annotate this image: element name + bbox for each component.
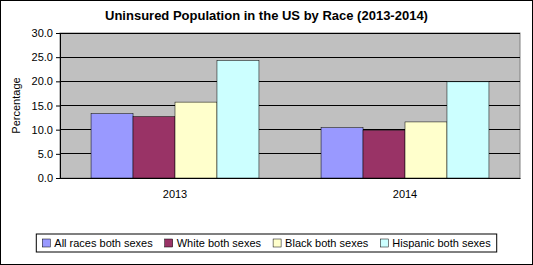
legend-label: White both sexes — [177, 237, 262, 249]
legend-frame — [36, 234, 496, 252]
plot-area — [60, 33, 520, 178]
title: Uninsured Population in the US by Race (… — [105, 8, 428, 23]
legend-swatch — [380, 239, 388, 247]
tick-label: 0.0 — [38, 172, 53, 184]
bar — [175, 102, 217, 178]
tick: 30.0 — [32, 27, 60, 39]
bar — [217, 61, 259, 178]
tick: 5.0 — [38, 148, 60, 160]
legend-label: Hispanic both sexes — [392, 237, 491, 249]
grid-line — [60, 33, 520, 34]
tick-label: 20.0 — [32, 75, 53, 87]
legend-item: Black both sexes — [273, 237, 369, 249]
tick-mark — [56, 130, 60, 131]
tick-mark — [56, 57, 60, 58]
bar — [363, 130, 405, 178]
tick: 0.0 — [38, 172, 60, 184]
tick: 15.0 — [32, 100, 60, 112]
axis-line — [61, 178, 521, 179]
x-axis: 2013 2014 — [61, 178, 521, 200]
tick: 20.0 — [32, 75, 60, 87]
tick-label: 5.0 — [38, 148, 53, 160]
legend-item: All races both sexes — [42, 237, 153, 249]
chart: Uninsured Population in the US by Race (… — [0, 0, 533, 265]
y-axis: 0.0 5.0 10.0 15.0 20.0 25.0 30.0 — [32, 27, 61, 184]
tick-mark — [56, 154, 60, 155]
legend-swatch — [165, 239, 173, 247]
tick: 25.0 — [32, 51, 60, 63]
tick-mark — [56, 178, 60, 179]
tick-label: 30.0 — [32, 27, 53, 39]
grid-line — [60, 57, 520, 58]
tick-label: 2014 — [393, 188, 417, 200]
tick-mark — [56, 81, 60, 82]
bar — [91, 114, 133, 178]
bar — [405, 122, 447, 178]
bar — [447, 82, 489, 178]
legend-swatch — [273, 239, 281, 247]
grid — [60, 33, 520, 178]
tick-mark — [56, 106, 60, 107]
legend-item: White both sexes — [165, 237, 262, 249]
legend-swatch — [42, 239, 50, 247]
chart-frame — [1, 1, 533, 265]
bars — [91, 61, 489, 178]
tick: 2013 — [163, 178, 187, 200]
tick: 2014 — [393, 178, 417, 200]
axis-line — [60, 34, 61, 179]
tick-label: 15.0 — [32, 100, 53, 112]
tick-mark — [56, 33, 60, 34]
bar — [321, 128, 363, 178]
legend: All races both sexes White both sexes Blac… — [36, 234, 496, 252]
tick-label: 10.0 — [32, 124, 53, 136]
y-axis-title: Percentage — [10, 77, 22, 133]
tick: 10.0 — [32, 124, 60, 136]
legend-label: Black both sexes — [285, 237, 369, 249]
tick-label: 2013 — [163, 188, 187, 200]
legend-label: All races both sexes — [54, 237, 153, 249]
bar — [133, 117, 175, 178]
tick-label: 25.0 — [32, 51, 53, 63]
legend-item: Hispanic both sexes — [380, 237, 491, 249]
